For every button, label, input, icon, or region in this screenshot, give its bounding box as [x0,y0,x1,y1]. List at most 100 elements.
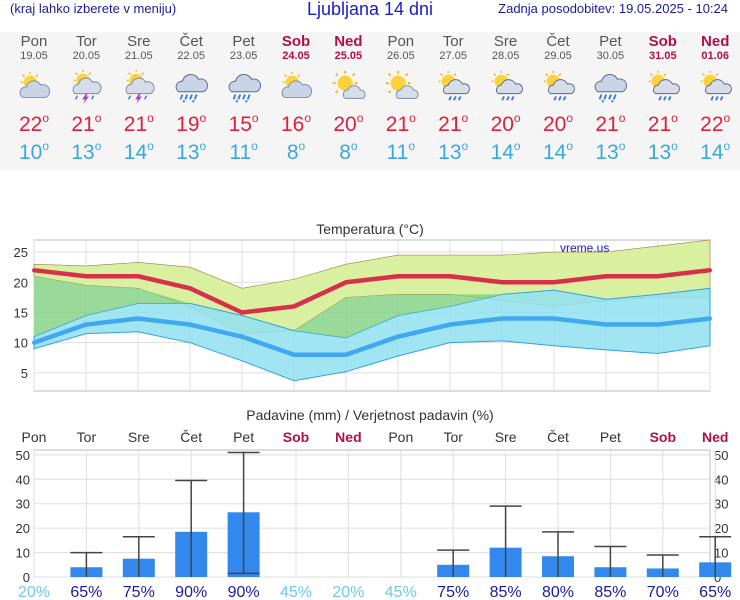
min-temperature: 8o [286,139,306,164]
precipitation-probability: 70% [647,584,679,600]
max-temperature: 16o [280,111,312,136]
day-column: Ned 01.06 22o 14o [689,32,740,167]
rain-cloud-icon [175,73,209,103]
max-temperature-point [136,274,140,279]
max-temperature: 20o [542,111,574,136]
x-tick-label: Čet [547,429,569,445]
max-temperature-point [84,274,88,279]
day-name: Tor [442,33,464,50]
day-name: Tor [75,33,97,50]
precipitation-probability: 45% [280,584,312,600]
max-temperature: 22o [18,111,50,136]
temperature-chart: Temperatura (°C) 5 10 15 20 25 vreme.us [14,221,712,392]
y-tick-label-right: 10 [714,546,728,561]
y-tick-label: 20 [14,275,28,290]
day-name: Ned [334,33,363,50]
day-date: 20.05 [72,50,101,62]
sun-rain-icon [648,70,680,101]
x-tick-label: Sob [650,429,676,445]
max-temperature: 21o [595,111,626,136]
min-temperature-point [656,322,660,327]
min-temperature-point [604,322,608,327]
min-temperature: 13o [71,139,102,164]
day-date: 01.06 [701,50,729,62]
day-name: Sre [127,33,151,50]
min-temperature-point [448,322,452,327]
y-tick-label: 25 [14,245,28,260]
day-column: Tor 27.05 21o 13o [427,32,479,167]
x-tick-label: Ned [335,429,361,445]
day-column: Čet 29.05 20o 14o [532,32,584,167]
day-column: Čet 22.05 19o 13o [165,32,217,167]
precipitation-probability: 20% [332,584,364,600]
day-column: Pon 26.05 21o 11o [375,32,427,167]
max-temperature-point [500,280,504,285]
day-date: 31.05 [649,50,677,62]
sunny-cloud-icon [385,70,419,99]
y-tick-label-right: 50 [714,448,728,463]
min-temperature-point [396,334,400,339]
day-name: Ned [701,33,730,50]
min-temperature: 13o [647,139,678,164]
y-tick-label: 0 [23,570,30,585]
precipitation-probability: 85% [594,584,626,600]
min-temperature-point [344,352,348,357]
day-date: 26.05 [387,50,415,62]
y-tick-label-right: 20 [714,521,728,536]
precipitation-probability: 75% [123,584,155,600]
x-tick-label: Sob [283,429,309,445]
y-tick-label-right: 0 [714,570,721,585]
x-tick-label: Sre [495,429,517,445]
min-temperature-point [708,316,712,321]
day-column: Pet 30.05 21o 13o [584,32,636,167]
y-tick-label: 15 [14,305,28,320]
min-temperature-point [188,322,192,327]
y-tick-label: 10 [16,546,30,561]
day-column: Tor 20.05 21o 13o [60,32,112,167]
max-temperature-point [396,274,400,279]
max-temperature-point [188,286,192,291]
max-temperature-point [240,310,244,315]
chart-title: Padavine (mm) / Verjetnost padavin (%) [246,407,493,423]
precipitation-probability: 90% [175,584,207,600]
min-temperature-point [500,316,504,321]
x-tick-label: Pet [600,429,621,445]
min-temperature-line [33,316,711,358]
day-column: Pon 19.05 22o 10o [8,32,60,167]
sun-rain-icon [438,70,471,101]
chart-title: Temperatura (°C) [316,221,424,237]
day-date: 24.05 [282,50,310,62]
day-date: 28.05 [491,50,520,62]
x-tick-label: Tor [77,429,97,445]
precipitation-probability: 65% [70,584,102,600]
x-tick-label: Pet [233,429,254,445]
day-name: Pet [599,33,622,50]
max-temperature: 20o [333,111,364,136]
thunderstorm-sun-icon [125,69,155,105]
day-date: 21.05 [125,50,153,62]
min-temperature: 13o [176,139,207,164]
y-tick-label-right: 30 [714,497,728,512]
max-temperature-point [344,280,348,285]
min-temperature: 13o [595,139,626,164]
x-tick-label: Tor [443,429,463,445]
min-temperature: 10o [18,139,50,164]
day-date: 25.05 [334,50,363,62]
menu-hint[interactable]: (kraj lahko izberete v meniju) [10,1,177,16]
precipitation-chart: Padavine (mm) / Verjetnost padavin (%) Po… [16,407,732,600]
min-temperature: 13o [438,139,469,164]
min-temperature: 14o [490,139,521,164]
day-column: Sob 24.05 16o 8o [270,32,322,167]
x-tick-label: Pon [22,429,47,445]
max-temperature-point [292,304,296,309]
max-temperature: 21o [438,111,469,136]
max-temperature-point [656,274,660,279]
day-name: Čet [179,33,203,50]
sunny-cloud-icon [333,70,366,99]
y-tick-label: 20 [16,521,30,536]
y-tick-label: 50 [16,448,30,463]
min-temperature-point [240,334,244,339]
min-temperature-point [136,316,140,321]
sun-rain-icon [491,70,523,101]
precipitation-probability: 20% [18,584,50,600]
